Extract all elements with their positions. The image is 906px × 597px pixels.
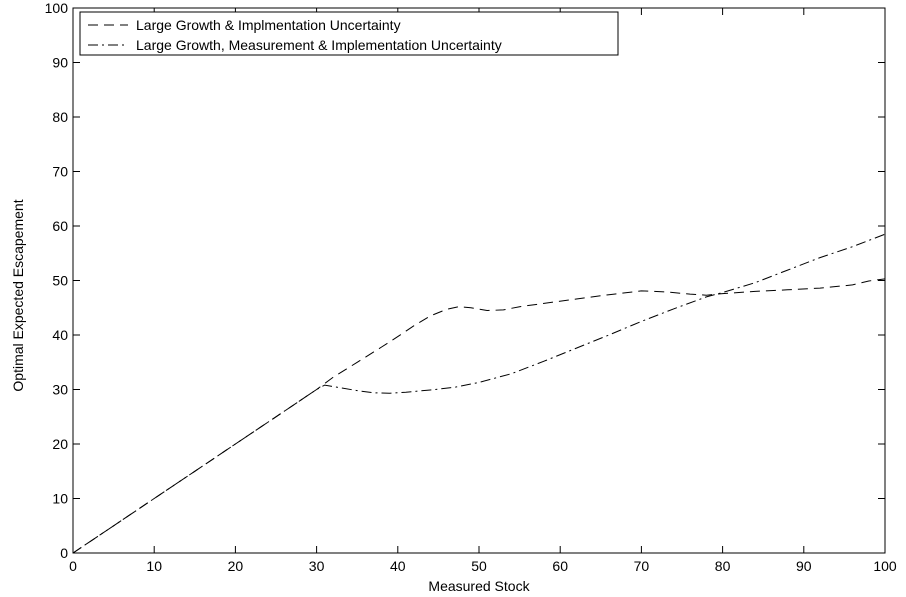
y-tick-label: 70 [52, 164, 68, 180]
series-line-2 [72, 233, 886, 554]
plot-area-frame [72, 7, 886, 554]
legend-box [79, 11, 619, 56]
x-tick-label: 90 [796, 558, 812, 574]
x-tick-label: 40 [390, 558, 406, 574]
y-axis-ticks: 0 10 20 30 40 50 60 70 80 90 100 [45, 0, 885, 561]
y-tick-label: 0 [60, 545, 68, 561]
series-layer [72, 233, 886, 554]
y-tick-label: 60 [52, 218, 68, 234]
y-tick-label: 100 [45, 0, 69, 16]
y-tick-label: 30 [52, 382, 68, 398]
y-tick-label: 10 [52, 491, 68, 507]
x-tick-label: 80 [715, 558, 731, 574]
legend-label-series-1: Large Growth & Implmentation Uncertainty [136, 17, 401, 33]
x-tick-label: 60 [552, 558, 568, 574]
x-tick-label: 10 [146, 558, 162, 574]
x-tick-label: 70 [634, 558, 650, 574]
legend-label-series-2: Large Growth, Measurement & Implementati… [136, 37, 502, 53]
legend: Large Growth & Implmentation Uncertainty… [79, 11, 619, 56]
x-tick-label: 20 [228, 558, 244, 574]
x-tick-label: 0 [69, 558, 77, 574]
x-tick-label: 100 [873, 558, 897, 574]
x-tick-label: 30 [309, 558, 325, 574]
y-tick-label: 80 [52, 109, 68, 125]
y-tick-label: 40 [52, 327, 68, 343]
y-tick-label: 50 [52, 273, 68, 289]
x-tick-label: 50 [471, 558, 487, 574]
y-tick-label: 20 [52, 436, 68, 452]
x-axis-title: Measured Stock [428, 578, 530, 594]
series-line-1 [72, 278, 886, 554]
y-tick-label: 90 [52, 55, 68, 71]
y-axis-title: Optimal Expected Escapement [10, 199, 26, 391]
